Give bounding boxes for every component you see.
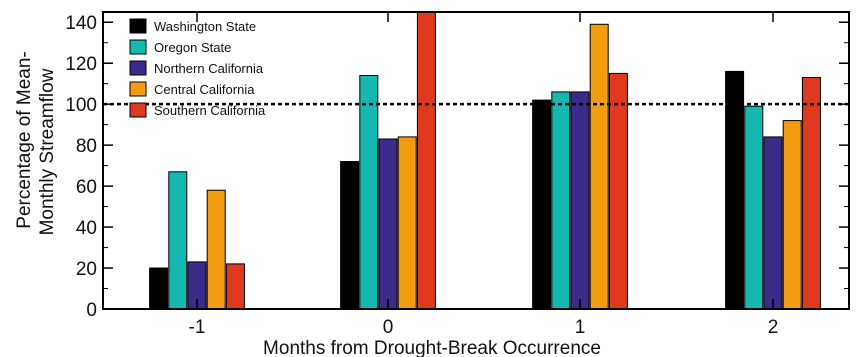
bar-northern-california-1 <box>570 91 590 310</box>
legend-swatch <box>129 60 147 76</box>
y-tick-label: 100 <box>65 95 97 116</box>
legend-swatch <box>129 39 147 55</box>
bar-washington-state-0 <box>340 161 360 310</box>
x-tick-label: 1 <box>575 317 586 338</box>
legend-label: Oregon State <box>154 40 231 55</box>
bar-washington-state-1 <box>532 99 552 310</box>
bar-northern-california-0 <box>378 138 398 310</box>
y-axis-title-line-1: Percentage of Mean- <box>14 51 35 228</box>
legend-label: Southern California <box>154 103 266 118</box>
x-tick-label: 2 <box>768 317 779 338</box>
bar-washington-state-2 <box>725 70 745 310</box>
bar-central-california-1 <box>589 23 609 310</box>
bar-central-california--1 <box>206 189 226 310</box>
bar-oregon-state-1 <box>551 91 571 310</box>
y-tick-label: 60 <box>76 177 97 198</box>
x-axis-title: Months from Drought-Break Occurrence <box>263 338 601 357</box>
bar-central-california-0 <box>397 136 417 310</box>
y-tick-label: 20 <box>76 259 97 280</box>
bar-central-california-2 <box>782 120 802 310</box>
bars-group <box>149 11 821 310</box>
bar-washington-state--1 <box>149 267 169 310</box>
y-axis-title-line-2: Monthly Streamflow <box>37 68 58 235</box>
plot-frame <box>102 11 850 310</box>
bar-southern-california--1 <box>225 263 245 310</box>
legend-swatch <box>129 18 147 34</box>
y-tick-label: 0 <box>86 300 97 321</box>
x-axis-ticks: -1 0 1 2 <box>189 12 779 338</box>
legend-swatch <box>129 102 147 118</box>
bar-oregon-state--1 <box>168 171 188 310</box>
y-axis-ticks: 0 20 40 60 80 100 120 140 <box>65 13 849 321</box>
legend-swatch <box>129 81 147 97</box>
bar-southern-california-0 <box>416 11 436 310</box>
x-tick-label: 0 <box>383 317 394 338</box>
y-tick-label: 140 <box>65 13 97 34</box>
y-tick-label: 120 <box>65 54 97 75</box>
legend-label: Northern California <box>154 61 264 76</box>
bar-oregon-state-0 <box>359 75 379 310</box>
bar-southern-california-1 <box>608 72 628 310</box>
y-axis-title: Percentage of Mean- Monthly Streamflow <box>14 51 58 235</box>
legend: Washington State Oregon State Northern Cal… <box>129 18 266 118</box>
x-tick-label: -1 <box>189 317 206 338</box>
y-tick-label: 80 <box>76 136 97 157</box>
legend-label: Central California <box>154 82 255 97</box>
legend-label: Washington State <box>154 19 256 34</box>
y-tick-label: 40 <box>76 218 97 239</box>
bar-oregon-state-2 <box>744 105 764 310</box>
bar-southern-california-2 <box>801 77 821 310</box>
bar-northern-california-2 <box>763 136 783 310</box>
